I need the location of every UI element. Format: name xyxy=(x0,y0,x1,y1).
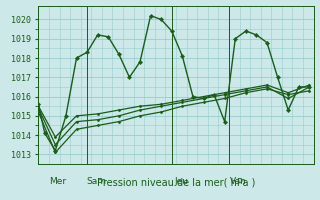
Text: Sam: Sam xyxy=(86,177,107,186)
Text: Jeu: Jeu xyxy=(175,177,188,186)
Text: Mer: Mer xyxy=(49,177,67,186)
Text: Ven: Ven xyxy=(230,177,246,186)
X-axis label: Pression niveau de la mer( hPa ): Pression niveau de la mer( hPa ) xyxy=(97,178,255,188)
